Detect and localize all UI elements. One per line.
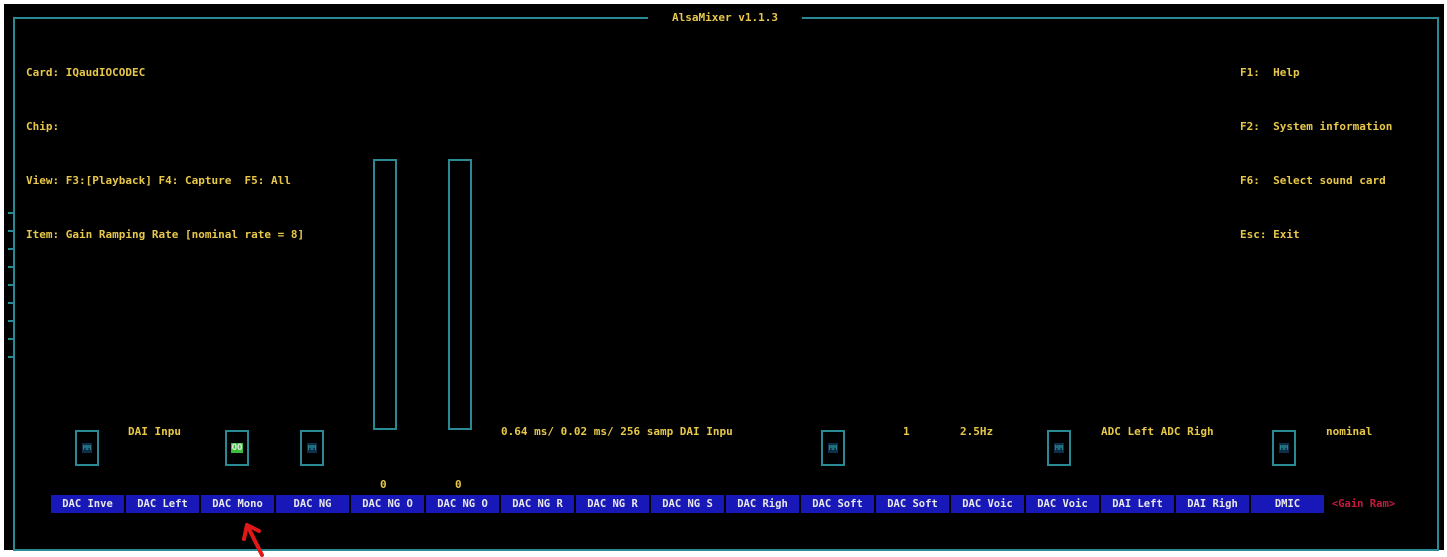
card-name: IQaudIOCODEC — [65, 66, 146, 79]
scroll-tick — [8, 302, 14, 304]
scroll-tick — [8, 320, 14, 322]
scroll-tick — [8, 212, 14, 214]
select-card-key[interactable]: F6: Select sound card — [1240, 174, 1386, 187]
enum-value: 0.64 ms/ 0.02 ms/ 256 samp DAI Inpu — [501, 425, 733, 438]
bar-value: 0 — [380, 478, 387, 491]
control-dac-soft[interactable]: DAC Soft — [801, 495, 874, 513]
scroll-tick — [8, 230, 14, 232]
mute-switch[interactable]: MM — [1272, 430, 1296, 466]
control-dac-ng-s[interactable]: DAC NG S — [651, 495, 724, 513]
enum-value: 2.5Hz — [960, 425, 994, 438]
help-key[interactable]: F1: Help — [1240, 66, 1300, 79]
control-dac-voic-2[interactable]: DAC Voic — [1026, 495, 1099, 513]
volume-bar-dac-ng-o-1[interactable] — [373, 159, 397, 430]
chip-row: Chip: — [26, 120, 60, 133]
control-dac-mono[interactable]: DAC Mono — [201, 495, 274, 513]
control-dai-righ[interactable]: DAI Righ — [1176, 495, 1249, 513]
control-dac-voic[interactable]: DAC Voic — [951, 495, 1024, 513]
control-dac-ng[interactable]: DAC NG — [276, 495, 349, 513]
enum-value: 1 — [903, 425, 910, 438]
control-dac-ng-o[interactable]: DAC NG O — [351, 495, 424, 513]
app-title: AlsaMixer v1.1.3 — [648, 11, 802, 25]
control-dac-righ[interactable]: DAC Righ — [726, 495, 799, 513]
key-help-panel: F1: Help F2: System information F6: Sele… — [1240, 28, 1392, 280]
terminal-screen: AlsaMixer v1.1.3 Card: IQaudIOCODEC Chip… — [4, 4, 1444, 557]
view-modes[interactable]: F3:[Playback] F4: Capture F5: All — [65, 174, 291, 187]
enum-value: DAI Inpu — [128, 425, 181, 438]
enum-value: ADC Left ADC Righ — [1101, 425, 1214, 438]
mute-switch[interactable]: MM — [75, 430, 99, 466]
mute-switch-on[interactable]: OO — [225, 430, 249, 466]
control-dmic[interactable]: DMIC — [1251, 495, 1324, 513]
system-info-key[interactable]: F2: System information — [1240, 120, 1393, 133]
control-dac-ng-r-2[interactable]: DAC NG R — [576, 495, 649, 513]
card-row: Card: IQaudIOCODEC — [26, 66, 146, 79]
control-dac-ng-r[interactable]: DAC NG R — [501, 495, 574, 513]
scroll-tick — [8, 356, 14, 358]
enum-value: nominal — [1326, 425, 1373, 438]
scroll-tick — [8, 284, 14, 286]
exit-key[interactable]: Esc: Exit — [1240, 228, 1300, 241]
annotation-arrow-icon — [242, 523, 264, 557]
mute-switch[interactable]: MM — [1047, 430, 1071, 466]
card-info-panel: Card: IQaudIOCODEC Chip: View: F3:[Playb… — [26, 28, 304, 280]
control-dac-left[interactable]: DAC Left — [126, 495, 199, 513]
scroll-tick — [8, 248, 14, 250]
bar-value: 0 — [455, 478, 462, 491]
volume-bar-dac-ng-o-2[interactable] — [448, 159, 472, 430]
control-dac-soft-2[interactable]: DAC Soft — [876, 495, 949, 513]
item-row: Item: Gain Ramping Rate [nominal rate = … — [26, 228, 305, 241]
scroll-tick — [8, 338, 14, 340]
control-gain-ram-selected[interactable]: <Gain Ram> — [1326, 495, 1401, 513]
control-dac-inve[interactable]: DAC Inve — [51, 495, 124, 513]
mute-switch[interactable]: MM — [300, 430, 324, 466]
view-row: View: F3:[Playback] F4: Capture F5: All — [26, 174, 291, 187]
current-item: Gain Ramping Rate [nominal rate = 8] — [65, 228, 305, 241]
control-dac-ng-o-2[interactable]: DAC NG O — [426, 495, 499, 513]
scroll-tick — [8, 266, 14, 268]
mute-switch[interactable]: MM — [821, 430, 845, 466]
control-dai-left[interactable]: DAI Left — [1101, 495, 1174, 513]
